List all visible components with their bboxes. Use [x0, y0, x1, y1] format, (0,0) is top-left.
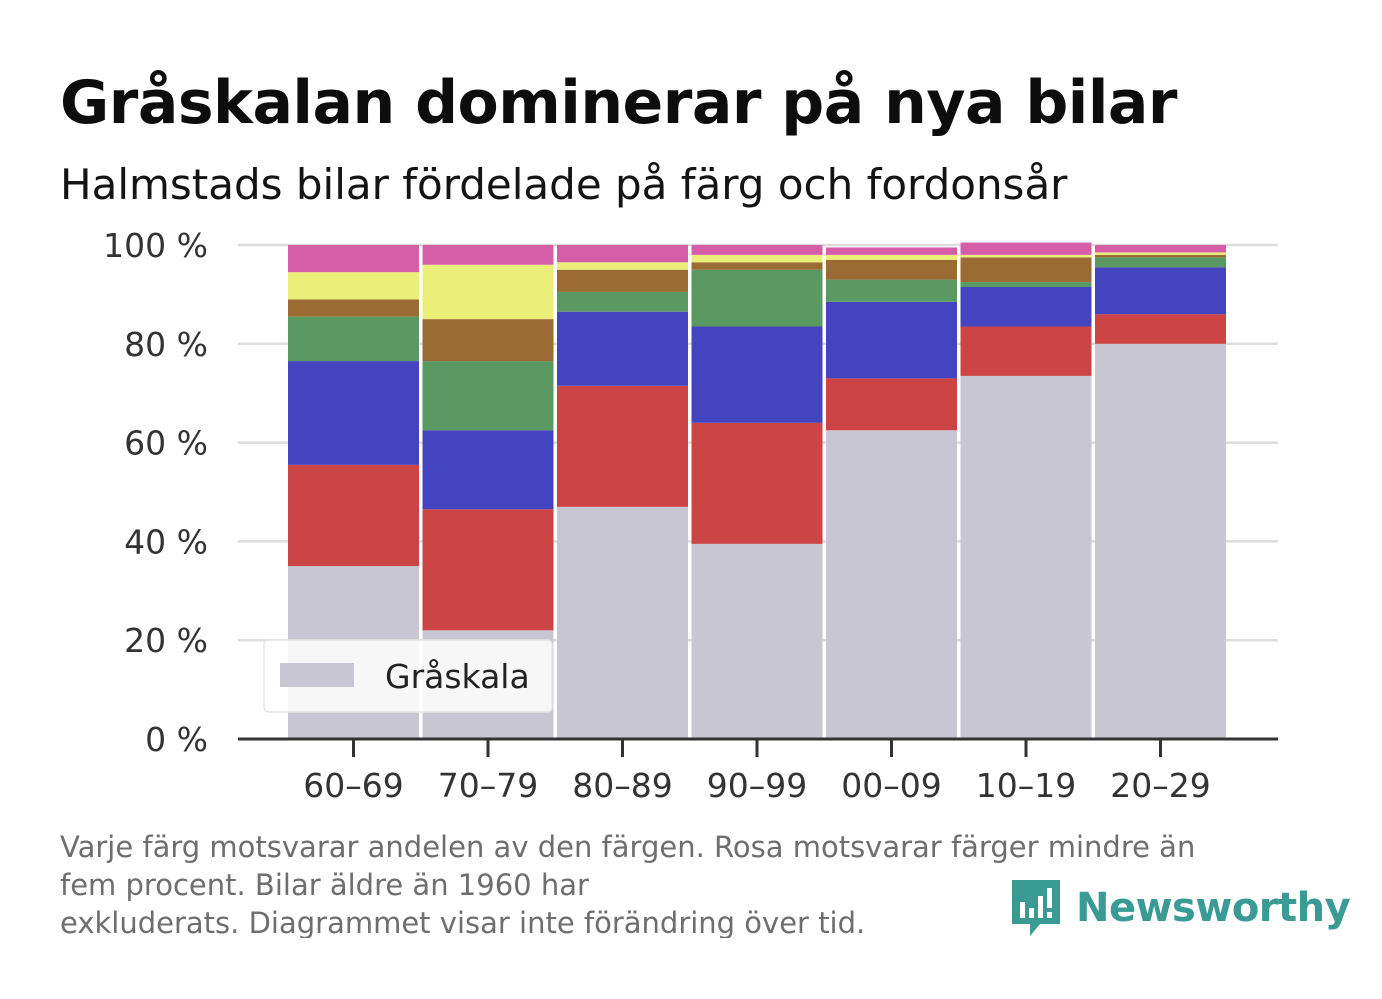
- legend: Gråskala: [263, 639, 553, 713]
- x-tick-label: 60–69: [303, 766, 403, 805]
- bar-segment: [422, 430, 554, 510]
- bar-segment: [691, 254, 823, 263]
- footnote-line: fem procent. Bilar äldre än 1960 har: [60, 868, 589, 902]
- bar-segment: [960, 375, 1092, 739]
- bar-segment: [422, 319, 554, 362]
- y-tick-label: 80 %: [124, 325, 208, 364]
- brand-name: Newsworthy: [1076, 885, 1351, 931]
- bar-segment: [288, 316, 419, 362]
- bar-segment: [1095, 267, 1226, 315]
- y-tick-label: 40 %: [124, 522, 208, 561]
- bar-segment: [422, 361, 554, 431]
- bar-segment: [826, 259, 957, 280]
- footnote-line: Varje färg motsvarar andelen av den färg…: [60, 830, 1196, 864]
- bar-segment: [557, 506, 688, 739]
- bar-segment: [960, 286, 1092, 327]
- chart-title: Gråskalan dominerar på nya bilar: [60, 68, 1178, 138]
- legend-box: [263, 639, 553, 713]
- bar-segment: [691, 245, 823, 255]
- bar-chart-speech-bubble-icon: [1012, 880, 1060, 936]
- bar-segment: [1095, 343, 1226, 739]
- bar-segment: [691, 543, 823, 739]
- bar-segment: [960, 242, 1092, 255]
- x-tick-label: 70–79: [438, 766, 538, 805]
- bar-segment: [826, 378, 957, 431]
- bar-segment: [691, 422, 823, 544]
- bar-segment: [288, 299, 419, 317]
- bar-segment: [288, 245, 419, 273]
- footnote: Varje färg motsvarar andelen av den färg…: [60, 828, 1300, 938]
- bar-segment: [960, 257, 1092, 283]
- bar-segment: [288, 464, 419, 567]
- bar-segment: [1095, 252, 1226, 255]
- bar-segment: [557, 385, 688, 507]
- bar-segment: [826, 247, 957, 255]
- x-tick-label: 80–89: [572, 766, 672, 805]
- bar-segment: [826, 254, 957, 260]
- bar-segment: [288, 361, 419, 465]
- chart-subtitle: Halmstads bilar fördelade på färg och fo…: [60, 160, 1068, 209]
- y-tick-label: 0 %: [145, 720, 208, 759]
- bar-segment: [960, 254, 1092, 258]
- bar-segment: [557, 311, 688, 386]
- bar-segment: [1095, 254, 1226, 258]
- x-tick-label: 20–29: [1110, 766, 1210, 805]
- bar-segment: [691, 269, 823, 327]
- bar-segment: [691, 262, 823, 270]
- axes: 0 % 20 % 40 % 60 % 80 % 100 % 60–69 70–79 80–89 9…: [103, 226, 1278, 805]
- bar-segment: [960, 282, 1092, 287]
- y-tick-label: 60 %: [124, 424, 208, 463]
- footnote-line: exkluderats. Diagrammet visar inte förän…: [60, 906, 866, 938]
- x-tick-label: 00–09: [841, 766, 941, 805]
- bar-segment: [422, 264, 554, 320]
- bar-segment: [1095, 257, 1226, 268]
- y-tick-label: 100 %: [103, 226, 208, 265]
- x-tick-label: 90–99: [707, 766, 807, 805]
- bar-segment: [826, 279, 957, 302]
- bar-segment: [691, 326, 823, 423]
- bar-segment: [960, 326, 1092, 376]
- brand-logo: Newsworthy: [1010, 876, 1351, 940]
- x-tick-label: 10–19: [976, 766, 1076, 805]
- y-tick-label: 20 %: [124, 621, 208, 660]
- bar-segment: [1095, 314, 1226, 344]
- legend-swatch: [280, 663, 354, 687]
- bar-segment: [288, 272, 419, 300]
- bar-segment: [1095, 245, 1226, 253]
- bar-segment: [557, 269, 688, 292]
- bar-segment: [557, 245, 688, 263]
- bar-segment: [422, 509, 554, 631]
- bar-segment: [826, 301, 957, 379]
- bar-segment: [826, 430, 957, 739]
- bar-segment: [557, 291, 688, 312]
- bar-segment: [557, 262, 688, 270]
- bar-segment: [422, 245, 554, 265]
- legend-label: Gråskala: [385, 657, 530, 696]
